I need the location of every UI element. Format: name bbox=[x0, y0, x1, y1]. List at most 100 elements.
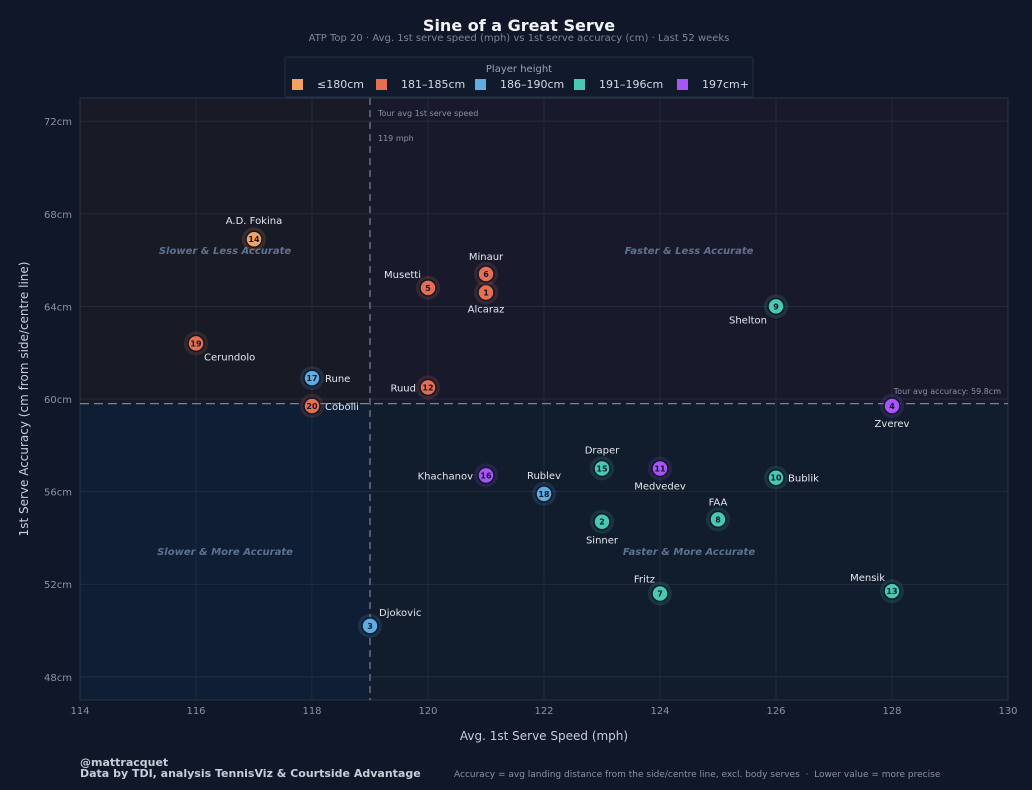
data-point-alcaraz: 1 Alcaraz bbox=[468, 280, 505, 315]
quadrant-top-left bbox=[80, 98, 370, 404]
x-tick-label: 116 bbox=[186, 706, 205, 717]
point-rank: 13 bbox=[886, 587, 897, 596]
point-rank: 2 bbox=[599, 518, 605, 527]
legend-swatch bbox=[677, 79, 688, 90]
data-point-faa: 8 FAA bbox=[706, 497, 730, 532]
point-label: Khachanov bbox=[418, 471, 473, 482]
point-rank: 3 bbox=[367, 622, 373, 631]
data-point-bublik: 10 Bublik bbox=[764, 465, 819, 490]
point-marker bbox=[419, 378, 437, 397]
y-tick-label: 64cm bbox=[44, 302, 72, 313]
chart-subtitle: ATP Top 20 · Avg. 1st serve speed (mph) … bbox=[309, 33, 730, 44]
point-label: A.D. Fokina bbox=[226, 216, 282, 227]
legend-title: Player height bbox=[486, 64, 552, 75]
x-tick-label: 128 bbox=[882, 706, 901, 717]
point-marker bbox=[709, 510, 727, 529]
point-marker bbox=[535, 485, 553, 503]
data-point-cobolli: 20 Cobolli bbox=[300, 393, 359, 418]
data-point-ruud: 12 Ruud bbox=[390, 375, 440, 400]
quadrant-label-bottom-left: Slower & More Accurate bbox=[157, 547, 293, 558]
legend-label: 191–196cm bbox=[599, 78, 663, 91]
point-label: FAA bbox=[709, 497, 728, 508]
point-marker bbox=[477, 466, 495, 485]
data-point-musetti: 5 Musetti bbox=[384, 270, 440, 300]
point-label: Cobolli bbox=[325, 402, 359, 413]
point-label: Medvedev bbox=[634, 481, 686, 492]
point-label: Rublev bbox=[527, 471, 561, 482]
data-point-shelton: 9 Shelton bbox=[729, 294, 788, 326]
legend: Player height ≤180cm 181–185cm 186–190cm 19… bbox=[284, 56, 754, 98]
legend-label: 197cm+ bbox=[702, 78, 749, 91]
quadrant-top-right bbox=[370, 98, 1008, 404]
data-point-rune: 17 Rune bbox=[300, 366, 350, 391]
data-point-sinner: 2 Sinner bbox=[586, 509, 619, 547]
point-marker bbox=[883, 397, 901, 415]
point-rank: 17 bbox=[306, 374, 317, 383]
point-rank: 10 bbox=[770, 474, 782, 483]
data-point-medvedev: 11 Medvedev bbox=[634, 456, 686, 492]
point-label: Cerundolo bbox=[204, 352, 255, 363]
x-tick-label: 118 bbox=[302, 706, 321, 717]
point-rank: 15 bbox=[596, 464, 608, 473]
legend-swatch bbox=[376, 79, 387, 90]
data-point-minaur: 6 Minaur bbox=[469, 252, 504, 286]
point-label: Alcaraz bbox=[468, 304, 505, 315]
x-tick-label: 120 bbox=[418, 706, 437, 717]
point-rank: 1 bbox=[483, 288, 489, 297]
x-tick-label: 124 bbox=[650, 706, 669, 717]
chart-title: Sine of a Great Serve bbox=[423, 16, 615, 35]
quadrant-label-bottom-right: Faster & More Accurate bbox=[623, 547, 755, 558]
point-marker bbox=[245, 230, 263, 248]
point-marker bbox=[767, 297, 785, 316]
point-rank: 14 bbox=[248, 235, 260, 244]
point-rank: 7 bbox=[657, 589, 663, 598]
data-point-draper: 15 Draper bbox=[585, 445, 620, 481]
point-marker bbox=[767, 468, 785, 487]
legend-swatch bbox=[574, 79, 585, 90]
point-label: Fritz bbox=[634, 574, 655, 585]
quadrant-bottom-right bbox=[370, 403, 1008, 700]
y-tick-label: 60cm bbox=[44, 395, 72, 406]
y-tick-label: 52cm bbox=[44, 580, 72, 591]
x-tick-label: 114 bbox=[70, 706, 89, 717]
point-marker bbox=[187, 334, 205, 353]
point-marker bbox=[419, 279, 437, 297]
quadrant-label-top-left: Slower & Less Accurate bbox=[159, 246, 292, 257]
point-marker bbox=[303, 369, 321, 387]
point-label: Sinner bbox=[586, 536, 619, 547]
data-point-rublev: 18 Rublev bbox=[527, 471, 561, 506]
x-axis: 114 116 118 120 122 124 126 128 130 bbox=[70, 706, 1017, 717]
data-point-a-d-fokina: 14 A.D. Fokina bbox=[226, 216, 282, 252]
footer-credit: Data by TDI, analysis TennisViz & Courts… bbox=[80, 767, 421, 780]
point-marker bbox=[477, 283, 495, 302]
point-marker bbox=[883, 582, 901, 600]
point-rank: 20 bbox=[306, 402, 318, 411]
point-label: Zverev bbox=[875, 419, 910, 430]
point-marker bbox=[651, 584, 669, 603]
point-rank: 16 bbox=[480, 471, 492, 480]
point-rank: 6 bbox=[483, 270, 489, 279]
y-tick-label: 56cm bbox=[44, 488, 72, 499]
point-label: Rune bbox=[325, 374, 350, 385]
point-label: Mensik bbox=[850, 573, 885, 584]
legend-label: 181–185cm bbox=[401, 78, 465, 91]
point-rank: 11 bbox=[654, 464, 666, 473]
data-point-khachanov: 16 Khachanov bbox=[418, 463, 498, 488]
point-rank: 4 bbox=[889, 402, 895, 411]
x-tick-label: 122 bbox=[534, 706, 553, 717]
y-axis: 48cm 52cm 56cm 60cm 64cm 68cm 72cm bbox=[44, 117, 72, 684]
point-label: Ruud bbox=[390, 383, 416, 394]
y-axis-label: 1st Serve Accuracy (cm from side/centre … bbox=[17, 262, 31, 537]
y-tick-label: 48cm bbox=[44, 673, 72, 684]
point-rank: 18 bbox=[538, 490, 550, 499]
footer-note: Accuracy = avg landing distance from the… bbox=[454, 770, 941, 780]
point-label: Bublik bbox=[788, 474, 819, 485]
y-tick-label: 68cm bbox=[44, 210, 72, 221]
footer-handle: @mattracquet bbox=[80, 756, 168, 769]
plot-area: Tour avg 1st serve speed 119 mph Tour avg … bbox=[79, 97, 1009, 701]
point-label: Djokovic bbox=[379, 608, 421, 619]
point-rank: 19 bbox=[190, 339, 202, 348]
